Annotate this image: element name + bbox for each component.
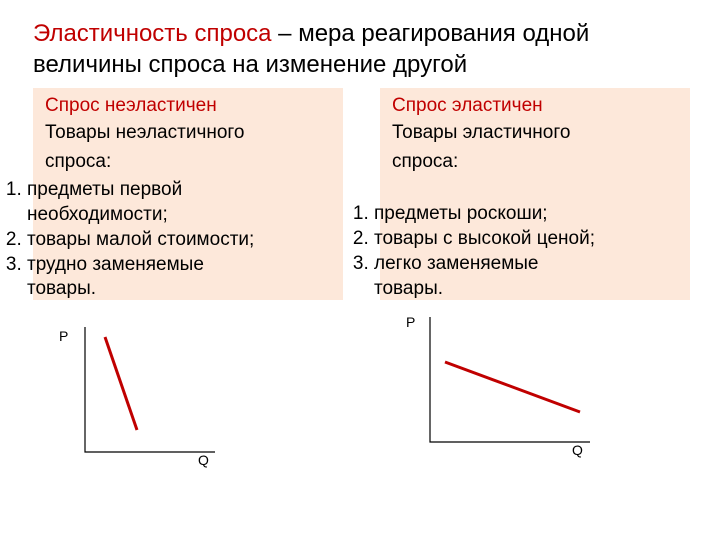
chart-axes — [430, 317, 590, 442]
page-title: Эластичность спроса – мера реагирования … — [0, 0, 720, 88]
demand-line — [445, 362, 580, 412]
right-chart: P Q — [360, 310, 720, 500]
axis-label-p: P — [59, 328, 68, 344]
list-item: товары с высокой ценой; — [374, 227, 678, 252]
left-heading: Спрос неэластичен — [33, 94, 331, 121]
charts-row: P Q P Q — [0, 310, 720, 500]
right-heading: Спрос эластичен — [380, 94, 678, 121]
left-sub-2: спроса: — [33, 150, 331, 179]
left-sub-1: Товары неэластичного — [33, 121, 331, 150]
title-dash: – — [272, 20, 299, 47]
right-column: Спрос эластичен Товары эластичного спрос… — [360, 88, 720, 300]
right-sub-1: Товары эластичного — [380, 121, 678, 150]
right-sub-2: спроса: — [380, 150, 678, 179]
left-column: Спрос неэластичен Товары неэластичного с… — [0, 88, 360, 300]
list-item: товары малой стоимости; — [27, 228, 331, 253]
list-item: предметы роскоши; — [374, 202, 678, 227]
list-item: предметы первойнеобходимости; — [27, 178, 331, 227]
list-item: трудно заменяемыетовары. — [27, 253, 331, 302]
demand-line — [105, 337, 137, 430]
elastic-demand-chart — [420, 312, 620, 462]
title-highlight: Эластичность спроса — [33, 20, 272, 47]
right-list: предметы роскоши; товары с высокой ценой… — [362, 202, 678, 301]
axis-label-p: P — [406, 314, 415, 330]
left-chart: P Q — [0, 310, 360, 500]
chart-axes — [85, 327, 215, 452]
two-columns: Спрос неэластичен Товары неэластичного с… — [0, 88, 720, 300]
inelastic-demand-chart — [75, 322, 235, 472]
list-item: легко заменяемыетовары. — [374, 252, 678, 301]
left-box: Спрос неэластичен Товары неэластичного с… — [33, 88, 343, 300]
right-box: Спрос эластичен Товары эластичного спрос… — [380, 88, 690, 300]
left-list: предметы первойнеобходимости; товары мал… — [15, 178, 331, 301]
